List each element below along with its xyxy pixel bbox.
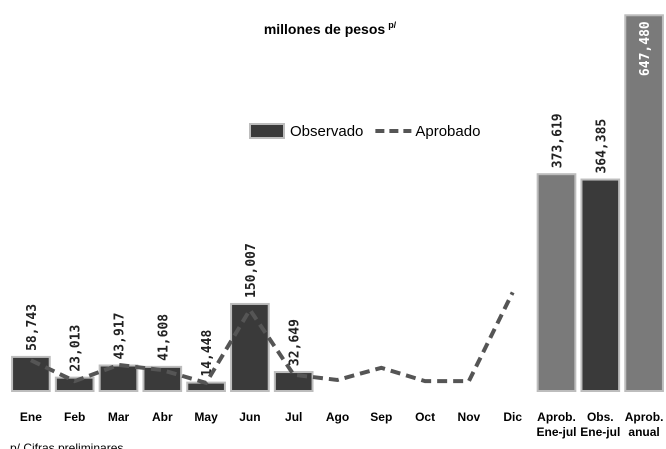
x-tick-label: Sep [370,410,393,424]
value-label: 43,917 [113,313,128,360]
x-tick-label: Dic [503,410,523,424]
title-note: p/ [388,20,396,30]
x-tick-label: Mar [107,410,130,424]
value-label: 647,480 [638,21,653,76]
x-tick-label: May [194,410,218,424]
value-label: 32,649 [288,319,303,366]
x-tick-label: Ene [19,410,42,424]
bar [11,355,51,392]
chart-title: millones de pesos p/ [264,20,397,37]
bar [54,376,95,392]
bar [624,14,664,393]
value-label: 150,007 [244,243,259,298]
x-tick-label: Jul [285,410,303,424]
value-label: 373,619 [551,113,566,168]
bar [580,178,621,392]
x-tick-label: Feb [64,410,86,424]
legend-swatch [249,123,285,139]
bar [142,365,183,392]
bar [230,302,270,392]
legend-label: Observado [290,123,363,140]
line [30,291,515,386]
legend-label: Aprobado [415,123,480,140]
bar [98,364,139,392]
x-tick-label: Jun [239,410,261,424]
x-tick-label: Abr [151,410,173,424]
x-tick-label: Aprob. anual [624,410,664,439]
value-label: 14,448 [200,329,215,376]
bar [536,173,577,392]
title-text: millones de pesos [264,21,386,37]
x-tick-label: Ago [325,410,350,424]
x-tick-label: Nov [457,410,481,424]
value-label: 41,608 [156,314,171,361]
footnote: p/ Cifras preliminares [10,441,123,449]
value-label: 23,013 [69,325,84,372]
value-label: 58,743 [25,304,40,351]
x-tick-label: Aprob. Ene-jul [536,410,577,439]
x-tick-label: Oct [415,410,436,424]
x-tick-label: Obs. Ene-jul [580,410,621,439]
value-label: 364,385 [594,119,609,174]
